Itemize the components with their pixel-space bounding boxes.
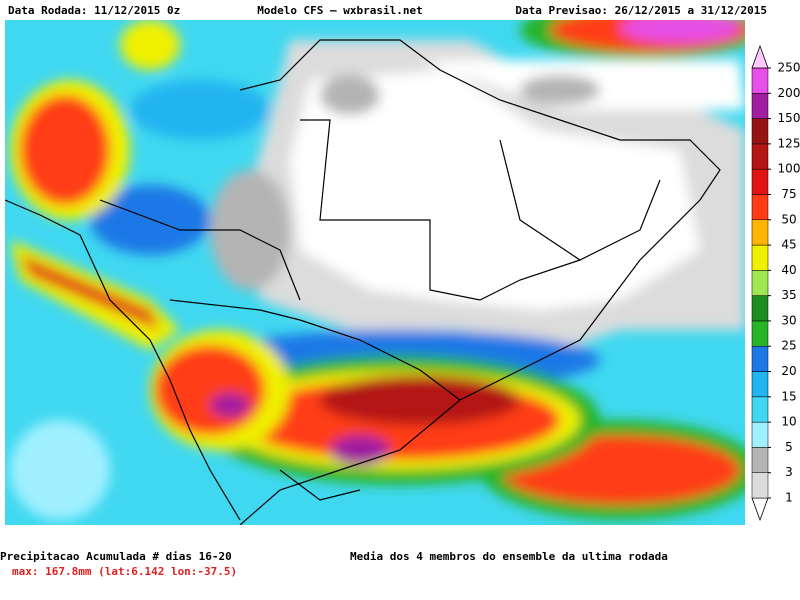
colorbar-label: 35 (781, 288, 796, 302)
color-swatch (751, 168, 769, 195)
color-swatch (751, 67, 769, 94)
color-swatch (751, 244, 769, 271)
colorbar-label: 1 (785, 491, 793, 505)
color-swatch (751, 447, 769, 473)
color-swatch (751, 44, 769, 69)
color-swatch (751, 320, 769, 347)
colorbar-label: 200 (778, 86, 800, 100)
color-swatch (751, 118, 769, 145)
color-swatch (751, 396, 769, 423)
color-swatch (751, 143, 769, 170)
color-swatch (751, 270, 769, 296)
colorbar-label: 20 (781, 364, 796, 378)
colorbar-label: 250 (778, 61, 800, 75)
colorbar-label: 5 (785, 440, 793, 454)
color-swatch (751, 345, 769, 372)
color-swatch (751, 371, 769, 398)
color-swatch (751, 93, 769, 119)
colorbar-label: 3 (785, 465, 793, 479)
colorbar-label: 40 (781, 263, 796, 277)
colorbar-label: 75 (781, 187, 796, 201)
header-left: Data Rodada: 11/12/2015 0z (8, 4, 180, 17)
footer-max: max: 167.8mm (lat:6.142 lon:-37.5) (12, 565, 237, 578)
colorbar-label: 25 (781, 339, 796, 353)
colorbar-label: 125 (778, 136, 800, 150)
colorbar-label: 15 (781, 389, 796, 403)
footer-title: Precipitacao Acumulada # dias 16-20 (0, 550, 232, 563)
colorbar-label: 150 (778, 111, 800, 125)
footer-note: Media dos 4 membros do ensemble da ultim… (350, 550, 668, 563)
colorbar-label: 50 (781, 212, 796, 226)
header-center: Modelo CFS — wxbrasil.net (257, 4, 423, 17)
colorbar-label: 10 (781, 415, 796, 429)
color-swatch (751, 295, 769, 322)
color-swatch (751, 194, 769, 221)
color-swatch (751, 472, 769, 499)
color-swatch (751, 421, 769, 448)
color-swatch (751, 497, 769, 522)
colorbar-label: 30 (781, 313, 796, 327)
precip-map (5, 20, 745, 525)
header-right: Data Previsao: 26/12/2015 a 31/12/2015 (515, 4, 767, 17)
colorbar-label: 45 (781, 238, 796, 252)
color-swatch (751, 219, 769, 246)
colorbar-label: 100 (778, 162, 800, 176)
